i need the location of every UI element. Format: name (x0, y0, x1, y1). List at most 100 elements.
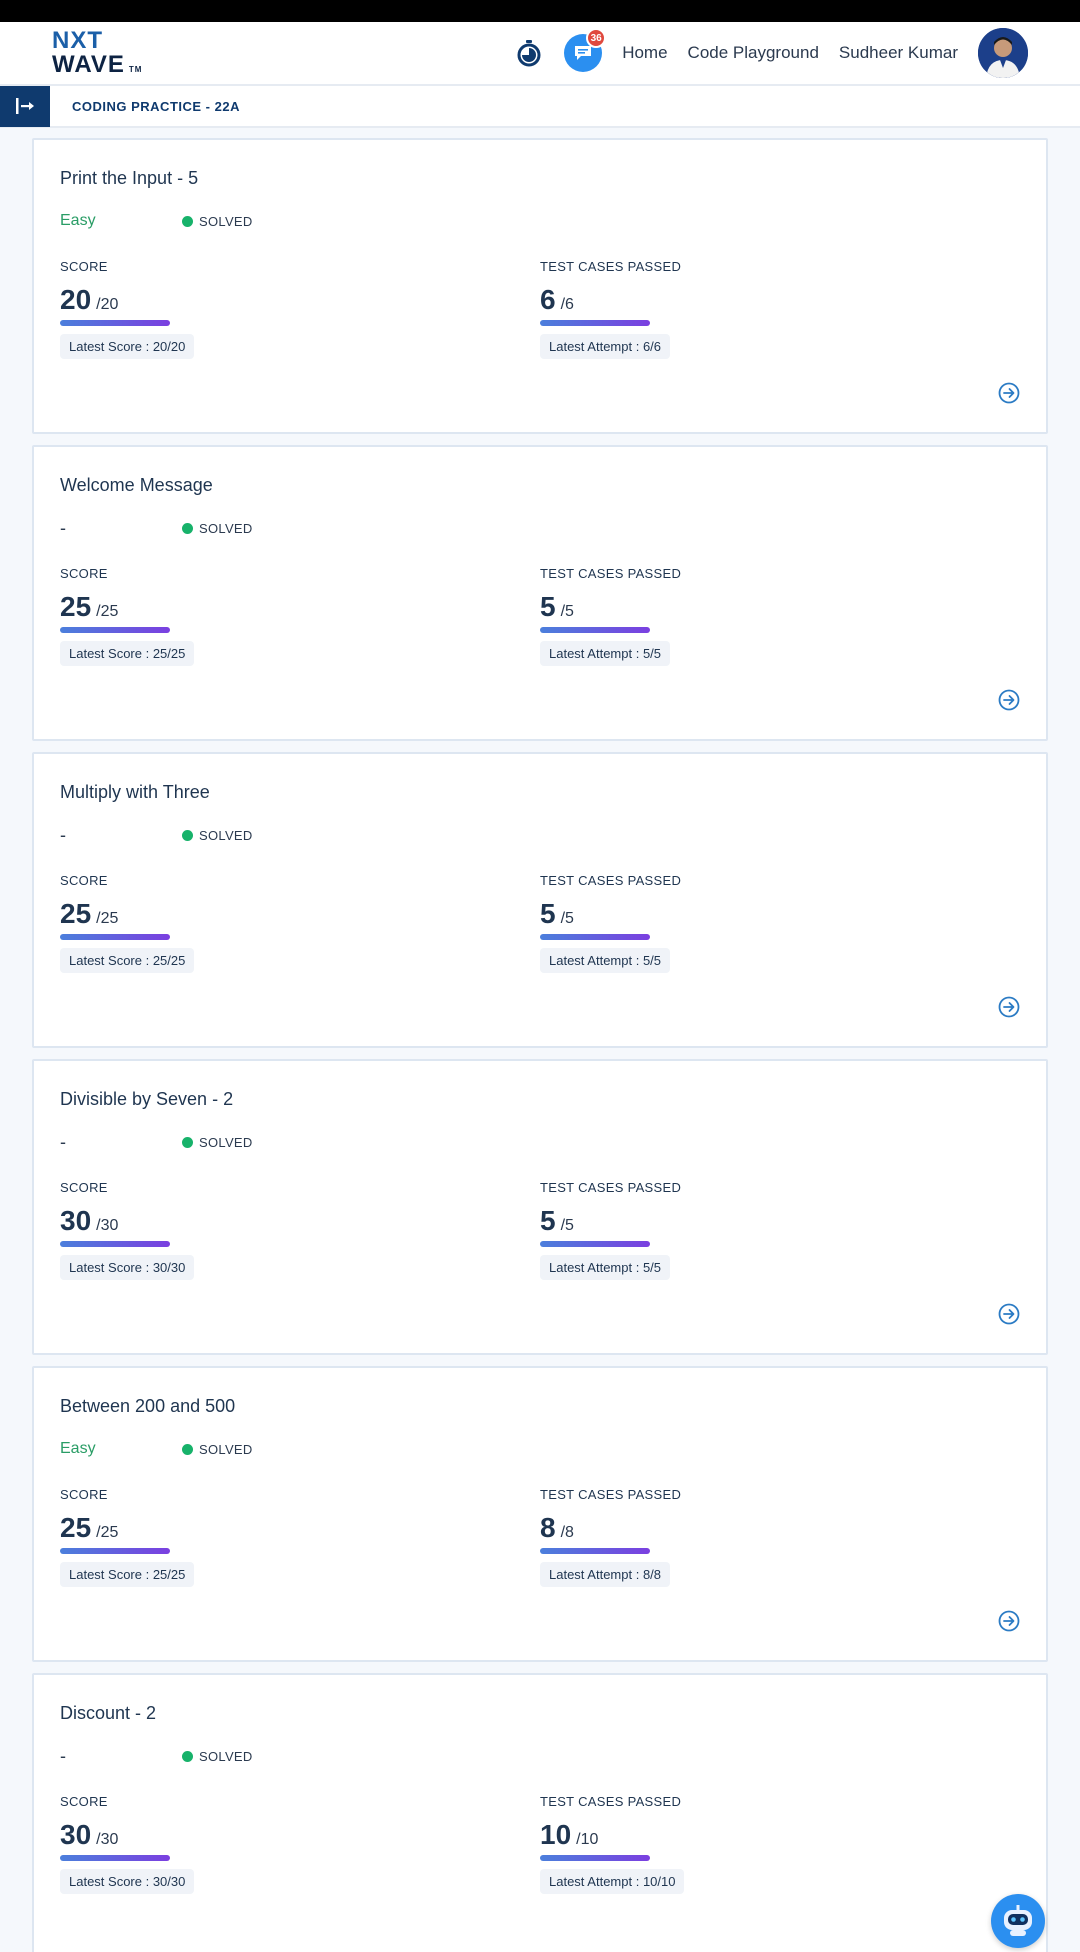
question-title[interactable]: Divisible by Seven - 2 (60, 1089, 234, 1109)
latest-score-pill: Latest Score : 25/25 (60, 948, 195, 973)
status-badge: SOLVED (182, 1749, 253, 1764)
arrow-right-circle-icon[interactable] (998, 996, 1020, 1018)
discussion-button[interactable]: 36 (564, 28, 607, 72)
tests-total: /6 (560, 296, 574, 313)
status-bar (0, 0, 1080, 22)
score-total: /25 (96, 910, 119, 927)
arrow-right-circle-icon[interactable] (998, 1303, 1020, 1325)
tests-label: TEST CASES PASSED (540, 873, 682, 888)
latest-attempt-pill: Latest Attempt : 5/5 (540, 948, 671, 973)
status-label: SOLVED (199, 1441, 253, 1457)
tests-block: TEST CASES PASSED 5 /5 Latest Attempt : … (540, 873, 1020, 973)
question-meta: Easy SOLVED (60, 1439, 1020, 1459)
tests-label: TEST CASES PASSED (540, 1794, 682, 1809)
status-badge: SOLVED (182, 1135, 253, 1150)
score-label: SCORE (60, 1180, 108, 1195)
score-block: SCORE 20 /20 Latest Score : 20/20 (60, 259, 540, 359)
question-title[interactable]: Welcome Message (60, 475, 213, 495)
logo-line1: NXT (52, 27, 103, 54)
tests-block: TEST CASES PASSED 5 /5 Latest Attempt : … (540, 1180, 1020, 1280)
latest-score-pill: Latest Score : 25/25 (60, 1562, 195, 1587)
latest-attempt-pill: Latest Attempt : 5/5 (540, 1255, 671, 1280)
tests-number: 5 (540, 898, 556, 929)
nav-code-playground-link[interactable]: Code Playground (687, 43, 819, 62)
difficulty-label: - (60, 1131, 66, 1152)
score-progress-bar (60, 934, 170, 940)
top-navbar: NXT WAVE TM 36 Home Code Playgro (0, 22, 1080, 86)
nav-home-link[interactable]: Home (622, 43, 668, 62)
user-name[interactable]: Sudheer Kumar (838, 43, 958, 62)
difficulty-label: Easy (60, 212, 96, 229)
tests-progress-bar (540, 934, 650, 940)
nxtwave-logo[interactable]: NXT WAVE TM (52, 29, 142, 77)
score-value: 20 /20 (60, 284, 540, 316)
chatbot-button[interactable] (991, 1894, 1045, 1948)
score-number: 30 (60, 1819, 92, 1850)
score-value: 30 /30 (60, 1205, 540, 1237)
question-card-5[interactable]: Between 200 and 500 Easy SOLVED SCORE 25… (32, 1366, 1048, 1662)
tests-value: 10 /10 (540, 1819, 1020, 1851)
arrow-right-circle-icon[interactable] (998, 1610, 1020, 1632)
stats-row: SCORE 25 /25 Latest Score : 25/25 TEST C… (60, 566, 1020, 666)
robot-icon (1004, 1905, 1032, 1936)
tests-total: /10 (576, 1831, 599, 1848)
status-badge: SOLVED (182, 214, 253, 229)
latest-score-pill: Latest Score : 30/30 (60, 1255, 195, 1280)
solved-dot-icon (182, 522, 193, 534)
score-number: 30 (60, 1205, 92, 1236)
score-total: /30 (96, 1831, 119, 1848)
question-title[interactable]: Print the Input - 5 (60, 168, 199, 188)
tests-value: 5 /5 (540, 591, 1020, 623)
tests-number: 5 (540, 591, 556, 622)
subheader: CODING PRACTICE - 22A (0, 85, 1080, 128)
timer-icon[interactable] (514, 38, 544, 68)
expand-sidebar-icon (16, 98, 34, 114)
score-block: SCORE 25 /25 Latest Score : 25/25 (60, 566, 540, 666)
score-progress-bar (60, 1548, 170, 1554)
logo-line2: WAVE (52, 51, 125, 78)
stats-row: SCORE 30 /30 Latest Score : 30/30 TEST C… (60, 1180, 1020, 1280)
tests-value: 6 /6 (540, 284, 1020, 316)
tests-label: TEST CASES PASSED (540, 1180, 682, 1195)
tests-number: 10 (540, 1819, 572, 1850)
solved-dot-icon (182, 829, 193, 841)
score-total: /25 (96, 1524, 119, 1541)
status-badge: SOLVED (182, 828, 253, 843)
difficulty-label: - (60, 1745, 66, 1766)
latest-attempt-pill: Latest Attempt : 10/10 (540, 1869, 685, 1894)
status-label: SOLVED (199, 213, 253, 229)
latest-score-pill: Latest Score : 30/30 (60, 1869, 195, 1894)
tests-block: TEST CASES PASSED 5 /5 Latest Attempt : … (540, 566, 1020, 666)
stats-row: SCORE 25 /25 Latest Score : 25/25 TEST C… (60, 1487, 1020, 1587)
tests-value: 5 /5 (540, 1205, 1020, 1237)
score-progress-bar (60, 1855, 170, 1861)
question-card-6[interactable]: Discount - 2 - SOLVED SCORE 30 /30 Lates… (32, 1673, 1048, 1952)
score-block: SCORE 30 /30 Latest Score : 30/30 (60, 1794, 540, 1894)
score-block: SCORE 25 /25 Latest Score : 25/25 (60, 873, 540, 973)
tests-value: 8 /8 (540, 1512, 1020, 1544)
score-label: SCORE (60, 1794, 108, 1809)
notification-badge: 36 (586, 28, 607, 48)
tests-number: 8 (540, 1512, 556, 1543)
question-title[interactable]: Between 200 and 500 (60, 1396, 236, 1416)
score-value: 25 /25 (60, 1512, 540, 1544)
question-card-1[interactable]: Print the Input - 5 Easy SOLVED SCORE 20… (32, 138, 1048, 434)
question-title[interactable]: Discount - 2 (60, 1703, 157, 1723)
tests-label: TEST CASES PASSED (540, 259, 682, 274)
question-title[interactable]: Multiply with Three (60, 782, 210, 802)
sidebar-toggle-button[interactable] (0, 85, 50, 127)
score-number: 20 (60, 284, 92, 315)
question-card-3[interactable]: Multiply with Three - SOLVED SCORE 25 /2… (32, 752, 1048, 1048)
stats-row: SCORE 25 /25 Latest Score : 25/25 TEST C… (60, 873, 1020, 973)
score-block: SCORE 25 /25 Latest Score : 25/25 (60, 1487, 540, 1587)
tests-progress-bar (540, 1548, 650, 1554)
arrow-right-circle-icon[interactable] (998, 382, 1020, 404)
question-card-4[interactable]: Divisible by Seven - 2 - SOLVED SCORE 30… (32, 1059, 1048, 1355)
tests-total: /5 (560, 910, 574, 927)
tests-label: TEST CASES PASSED (540, 1487, 682, 1502)
latest-attempt-pill: Latest Attempt : 6/6 (540, 334, 671, 359)
avatar[interactable] (978, 28, 1028, 78)
score-progress-bar (60, 320, 170, 326)
question-card-2[interactable]: Welcome Message - SOLVED SCORE 25 /25 La… (32, 445, 1048, 741)
arrow-right-circle-icon[interactable] (998, 689, 1020, 711)
